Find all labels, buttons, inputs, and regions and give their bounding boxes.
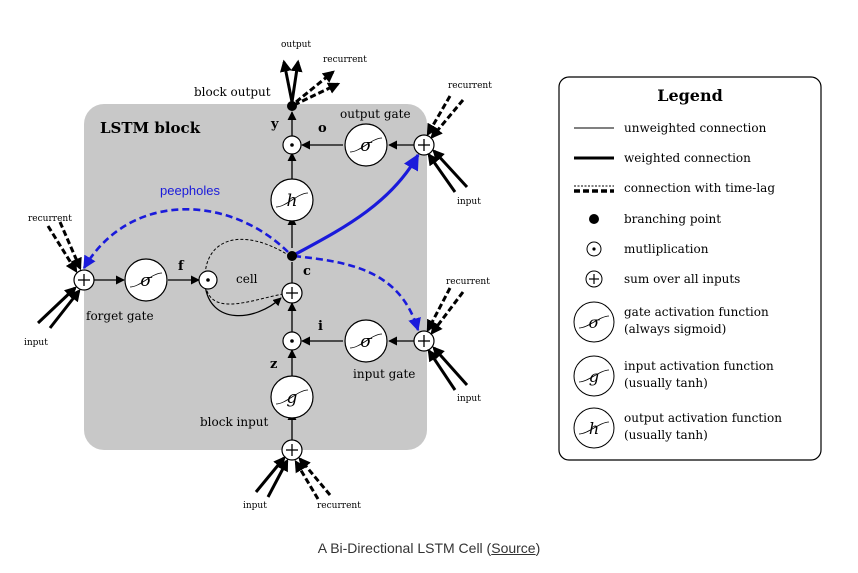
- legend-item-unweighted: unweighted connection: [624, 121, 767, 135]
- i-label: i: [318, 319, 323, 334]
- forget-gate-sigma-node: σ: [124, 258, 168, 302]
- c-label: c: [303, 264, 311, 279]
- svg-text:h: h: [589, 419, 599, 438]
- peephole-forget-connection: [82, 208, 289, 270]
- input-bottom-label: input: [243, 501, 267, 511]
- lstm-diagram: LSTM block peepholes output recurr: [24, 40, 822, 511]
- svg-text:h: h: [287, 191, 298, 211]
- svg-text:σ: σ: [360, 332, 372, 352]
- input-gate-sum-node: [413, 330, 435, 352]
- source-link[interactable]: Source: [491, 540, 536, 556]
- peephole-input-connection: [293, 254, 421, 332]
- output-top-label: output: [281, 40, 311, 50]
- legend-title: Legend: [657, 86, 723, 105]
- f-label: f: [178, 259, 185, 274]
- cell-sum-node: [281, 282, 303, 304]
- legend-item-input-activation-note: (usually tanh): [624, 376, 708, 390]
- figure-caption: A Bi-Directional LSTM Cell (Source): [0, 540, 858, 556]
- block-input-label: block input: [200, 415, 269, 429]
- input-gate-label: input gate: [353, 367, 415, 381]
- legend-g-icon: g: [573, 355, 615, 397]
- legend-item-sum: sum over all inputs: [624, 272, 740, 286]
- legend: Legend unweighted connection weighted co…: [558, 76, 822, 461]
- svg-text:σ: σ: [589, 313, 601, 332]
- cell-branch-point: [287, 251, 297, 261]
- recurrent-forget-label: recurrent: [28, 214, 72, 224]
- input-output-gate-label: input: [457, 197, 481, 207]
- svg-text:g: g: [287, 388, 298, 408]
- block-output-label: block output: [194, 85, 271, 99]
- legend-item-gate-activation: gate activation function: [624, 305, 769, 319]
- caption-close: ): [535, 540, 541, 556]
- legend-item-weighted: weighted connection: [624, 151, 751, 165]
- recurrent-top-label: recurrent: [323, 55, 367, 65]
- y-label: y: [270, 117, 279, 132]
- legend-item-output-activation-note: (usually tanh): [624, 428, 708, 442]
- output-gate-sigma-node: σ: [344, 123, 388, 167]
- recurrent-input-gate-label: recurrent: [446, 277, 490, 287]
- cell-label: cell: [236, 272, 258, 286]
- lstm-block-background: [84, 104, 427, 450]
- legend-sum-icon: [585, 270, 603, 288]
- legend-sigma-icon: σ: [573, 301, 615, 343]
- peephole-output-connection: [293, 153, 420, 257]
- output-gate-sum-node: [413, 134, 435, 156]
- peepholes-label: peepholes: [160, 183, 220, 198]
- input-gate-sigma-node: σ: [344, 319, 388, 363]
- block-input-sum-node: [281, 439, 303, 461]
- legend-branch-icon: [589, 214, 599, 224]
- z-label: z: [270, 357, 277, 372]
- legend-item-output-activation: output activation function: [624, 411, 782, 425]
- forget-gate-sum-node: [73, 269, 95, 291]
- legend-item-gate-activation-note: (always sigmoid): [624, 322, 726, 336]
- legend-item-input-activation: input activation function: [624, 359, 774, 373]
- input-input-gate-label: input: [457, 394, 481, 404]
- output-activation-h-node: h: [270, 178, 314, 222]
- legend-item-branching: branching point: [624, 212, 721, 226]
- input-forget-label: input: [24, 338, 48, 348]
- legend-h-icon: h: [573, 407, 615, 449]
- forget-gate-label: forget gate: [86, 309, 154, 323]
- recurrent-output-gate-label: recurrent: [448, 81, 492, 91]
- svg-text:σ: σ: [140, 271, 152, 291]
- legend-item-time-lag: connection with time-lag: [624, 181, 775, 195]
- caption-text: A Bi-Directional LSTM Cell (: [317, 540, 492, 556]
- o-label: o: [318, 121, 327, 136]
- legend-item-multiplication: mutliplication: [624, 242, 709, 256]
- recurrent-bottom-label: recurrent: [317, 501, 361, 511]
- block-output-branch-point: [287, 101, 297, 111]
- svg-text:g: g: [589, 367, 599, 386]
- svg-text:σ: σ: [360, 136, 372, 156]
- output-gate-label: output gate: [340, 107, 411, 121]
- block-title: LSTM block: [100, 119, 201, 137]
- input-activation-g-node: g: [270, 375, 314, 419]
